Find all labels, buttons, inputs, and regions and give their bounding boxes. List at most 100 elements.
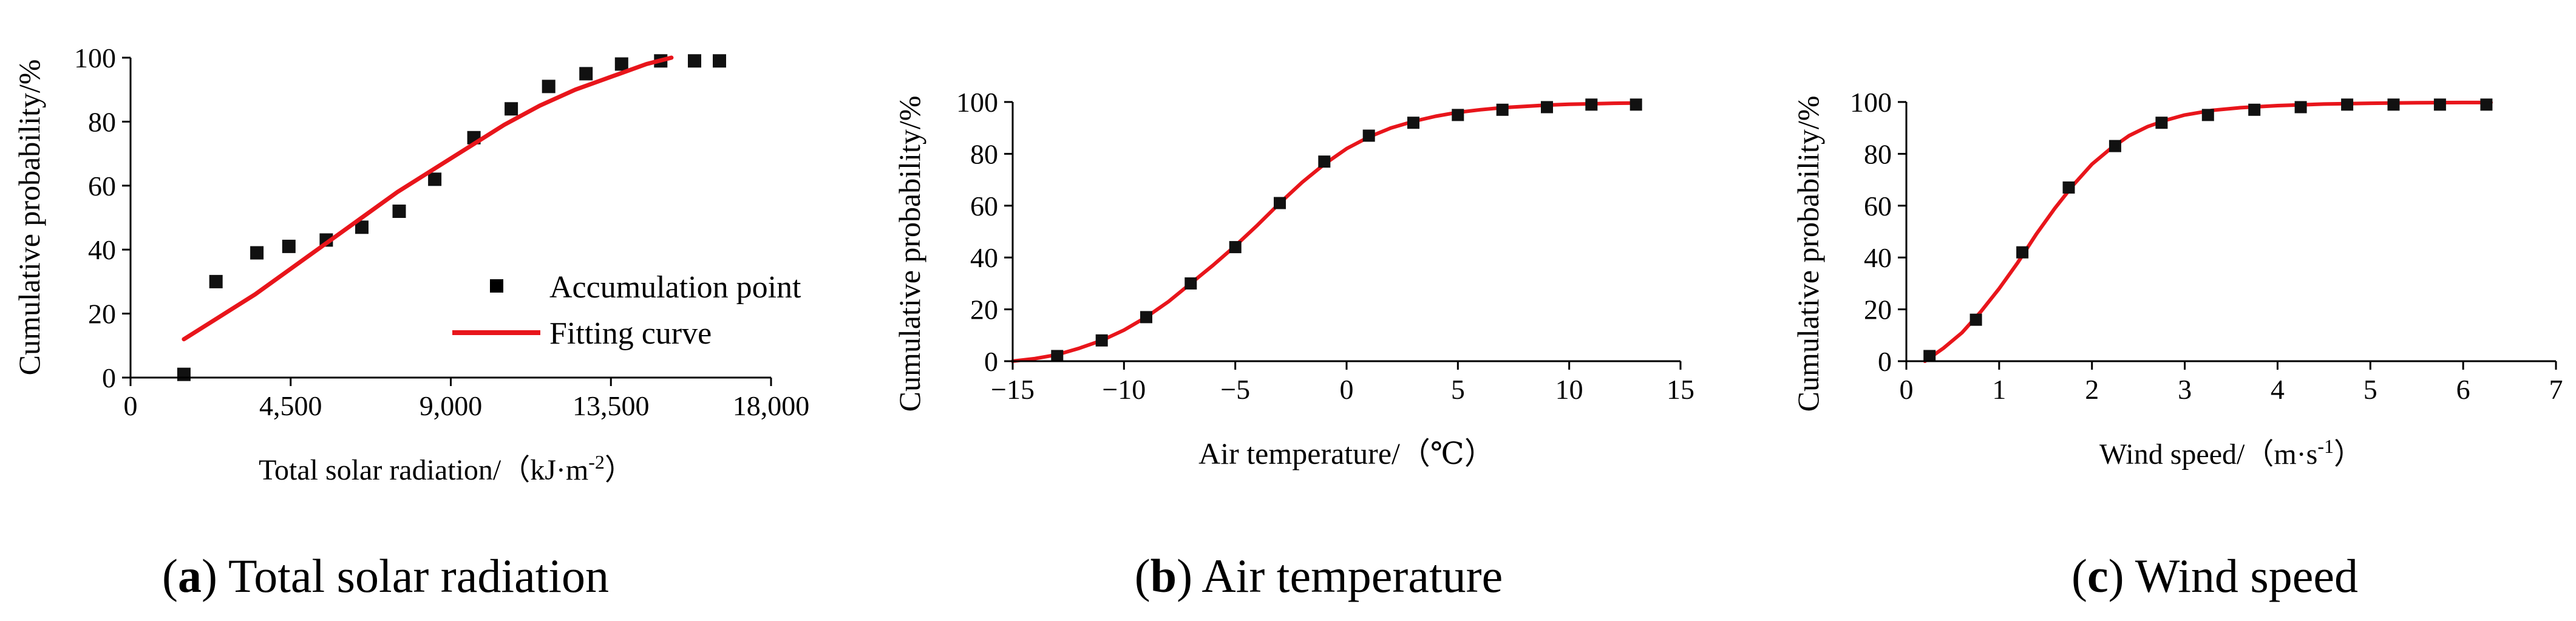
chart-c-data-point	[2294, 101, 2307, 114]
chart-b-data-point	[1362, 129, 1375, 142]
chart-b-x-axis-label: Air temperature/（℃）	[1198, 436, 1495, 470]
chart-a-data-point	[505, 102, 518, 116]
chart-c-data-point	[1923, 350, 1936, 362]
chart-a-data-point	[688, 54, 701, 68]
chart-c-data-point	[2201, 109, 2214, 121]
chart-b-y-tick-label: 100	[956, 87, 998, 118]
chart-b-data-point	[1407, 117, 1419, 129]
chart-a-data-point	[355, 220, 369, 234]
chart-a-x-axis-label: Total solar radiation/（kJ·m-2）	[259, 451, 634, 486]
chart-c-data-point	[2387, 98, 2400, 111]
chart-c-x-tick-label: 4	[2271, 374, 2285, 405]
chart-c-data-point	[2248, 103, 2261, 116]
chart-b-data-point	[1184, 277, 1197, 290]
chart-a-data-point	[250, 246, 264, 260]
chart-b-y-tick-label: 80	[970, 138, 998, 169]
chart-b-marks	[1011, 98, 1642, 363]
chart-a-y-tick-label: 100	[74, 42, 116, 73]
chart-c-x-tick-label: 0	[1900, 374, 1914, 405]
chart-c-y-tick-label: 100	[1850, 87, 1892, 118]
chart-c-data-point	[2016, 246, 2029, 259]
chart-c-x-tick-label: 3	[2178, 374, 2192, 405]
chart-a-x-tick-label: 18,000	[733, 390, 810, 421]
chart-c-x-tick-label: 2	[2085, 374, 2099, 405]
chart-a-fitting-curve	[182, 55, 674, 342]
chart-c-y-tick-label: 60	[1864, 191, 1892, 222]
chart-a-y-tick-label: 60	[88, 171, 116, 202]
chart-a-x-tick-label: 4,500	[259, 390, 322, 421]
chart-c-data-point	[2062, 181, 2075, 194]
legend-marker-accumulation-point	[490, 279, 503, 293]
chart-b-data-point	[1496, 103, 1509, 116]
chart-b-y-tick-label: 60	[970, 191, 998, 222]
legend-label-accumulation-point: Accumulation point	[549, 270, 801, 305]
chart-c-y-tick-label: 80	[1864, 138, 1892, 169]
chart-a-y-tick-label: 0	[102, 362, 116, 393]
chart-b-y-tick-label: 40	[970, 242, 998, 273]
chart-a-data-point	[282, 239, 296, 253]
chart-c-fitting-curve	[1923, 100, 2493, 363]
chart-a-ticks: 0 4,500 9,000 13,500 18,000 0 20 40 60 80 100	[74, 42, 809, 421]
chart-b-y-tick-label: 20	[970, 294, 998, 325]
caption-a: (a) Total solar radiation	[162, 549, 609, 602]
chart-b-x-tick-label: −15	[991, 374, 1035, 405]
chart-b-data-point	[1318, 155, 1331, 168]
chart-a-data-point	[392, 205, 406, 218]
chart-c-data-point	[2155, 117, 2168, 129]
chart-a-data-point	[209, 274, 223, 288]
caption-c: (c) Wind speed	[2071, 549, 2358, 602]
chart-b-x-tick-label: 5	[1451, 374, 1465, 405]
chart-c-x-tick-label: 5	[2364, 374, 2377, 405]
chart-b-data-point	[1452, 109, 1464, 121]
chart-a-x-tick-label: 9,000	[420, 390, 483, 421]
chart-a-legend: Accumulation point Fitting curve	[452, 270, 801, 351]
chart-c-y-tick-label: 40	[1864, 242, 1892, 273]
chart-b-x-tick-label: −5	[1220, 374, 1250, 405]
chart-c-data-point	[1969, 313, 1982, 326]
chart-b-x-tick-label: −10	[1102, 374, 1146, 405]
chart-b-data-point	[1541, 101, 1553, 114]
chart-c-wind-speed: 0 1 2 3 4 5 6 7 0 20 40 60 80 100 Cumulative probabil…	[1791, 87, 2563, 470]
chart-a-data-point	[713, 54, 726, 68]
chart-c-marks	[1923, 98, 2493, 363]
chart-a-data-point	[542, 80, 556, 93]
chart-b-data-point	[1051, 350, 1064, 362]
chart-b-ticks: −15 −10 −5 0 5 10 15 0 20 40 60 80 100	[956, 87, 1694, 405]
chart-b-data-point	[1140, 311, 1152, 324]
chart-c-x-tick-label: 1	[1992, 374, 2006, 405]
chart-c-x-tick-label: 7	[2549, 374, 2563, 405]
chart-c-ticks: 0 1 2 3 4 5 6 7 0 20 40 60 80 100	[1850, 87, 2563, 405]
chart-c-data-point	[2433, 98, 2446, 111]
chart-a-data-point	[579, 67, 593, 81]
chart-b-fitting-curve	[1011, 101, 1638, 363]
chart-c-data-point	[2341, 98, 2354, 111]
chart-b-data-point	[1585, 98, 1598, 111]
chart-a-marks	[177, 54, 726, 381]
chart-a-data-point	[428, 172, 442, 186]
chart-c-x-tick-label: 6	[2456, 374, 2470, 405]
chart-a-x-tick-label: 0	[124, 390, 138, 421]
chart-b-y-tick-label: 0	[984, 346, 998, 377]
chart-a-y-tick-label: 40	[88, 234, 116, 265]
chart-c-data-point	[2480, 98, 2493, 111]
chart-b-y-axis-label: Cumulative probability/%	[892, 96, 926, 412]
chart-c-y-tick-label: 20	[1864, 294, 1892, 325]
chart-b-x-tick-label: 10	[1555, 374, 1583, 405]
chart-a-data-point	[614, 57, 628, 71]
chart-b-data-point	[1630, 98, 1642, 111]
chart-a-total-solar-radiation: 0 4,500 9,000 13,500 18,000 0 20 40 60 80 100 Cumu…	[12, 42, 809, 486]
chart-c-x-axis-label: Wind speed/（m·s-1）	[2099, 435, 2363, 470]
chart-c-y-axis-label: Cumulative probability/%	[1791, 96, 1825, 412]
legend-label-fitting-curve: Fitting curve	[549, 316, 712, 351]
chart-b-x-tick-label: 15	[1667, 374, 1694, 405]
chart-a-y-axis-label: Cumulative probability/%	[12, 59, 46, 376]
chart-a-x-tick-label: 13,500	[573, 390, 650, 421]
chart-b-air-temperature: −15 −10 −5 0 5 10 15 0 20 40 60 80 100 Cumulative pr…	[892, 87, 1694, 470]
chart-c-y-tick-label: 0	[1878, 346, 1892, 377]
chart-b-data-point	[1229, 241, 1242, 254]
chart-b-data-point	[1095, 334, 1108, 347]
chart-a-y-tick-label: 80	[88, 106, 116, 137]
chart-a-y-tick-label: 20	[88, 299, 116, 330]
chart-a-data-point	[177, 367, 191, 381]
